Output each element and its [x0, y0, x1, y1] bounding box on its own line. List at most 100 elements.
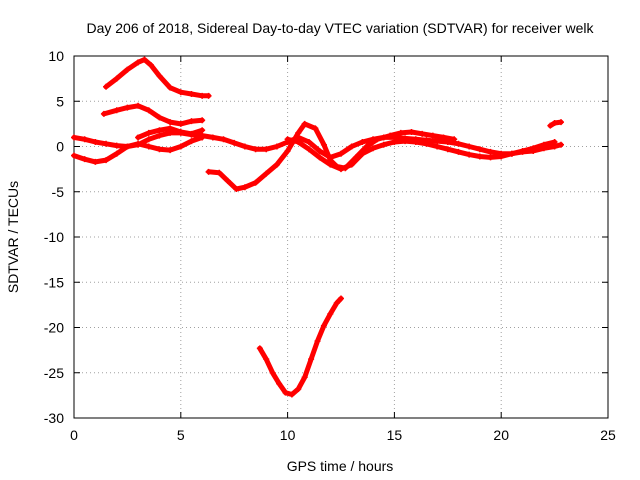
data-point — [231, 139, 238, 146]
data-point — [124, 143, 131, 150]
data-point — [81, 156, 88, 163]
data-point — [338, 295, 344, 302]
data-point — [551, 119, 558, 126]
data-point — [167, 119, 174, 126]
data-point — [124, 66, 131, 73]
x-tick-label: 15 — [387, 427, 403, 443]
series-line — [103, 57, 212, 99]
data-point — [220, 136, 227, 143]
x-tick-label: 5 — [177, 427, 185, 443]
y-tick-label: -20 — [44, 320, 64, 336]
series-arc-6 — [205, 120, 458, 193]
data-point — [320, 322, 327, 329]
series-line — [101, 103, 205, 127]
y-tick-label: -30 — [44, 410, 64, 426]
data-point — [508, 150, 515, 157]
data-point — [71, 152, 77, 159]
data-point — [434, 138, 441, 145]
data-point — [338, 150, 344, 157]
data-point — [209, 134, 216, 141]
data-point — [252, 179, 259, 186]
data-point — [440, 134, 447, 141]
data-point — [419, 130, 426, 137]
data-point — [348, 161, 355, 168]
data-point — [256, 345, 263, 352]
data-point — [177, 129, 184, 136]
series-arc-3 — [71, 129, 565, 161]
data-point — [135, 134, 142, 141]
data-point — [263, 146, 270, 153]
data-point — [145, 143, 152, 150]
data-point — [519, 148, 526, 155]
data-point — [284, 136, 291, 143]
data-point — [199, 117, 206, 124]
data-point — [188, 130, 195, 137]
data-point — [558, 141, 565, 148]
y-axis-title: SDTVAR / TECUs — [5, 181, 21, 293]
grid-layer — [74, 56, 608, 418]
data-point — [359, 150, 366, 157]
data-point — [333, 300, 340, 307]
series-arc-2 — [100, 102, 206, 127]
series-arc-7 — [284, 136, 558, 173]
data-point — [113, 107, 120, 114]
data-point — [391, 138, 398, 145]
data-point — [363, 143, 370, 150]
data-point — [145, 129, 152, 136]
data-point — [199, 92, 206, 99]
data-point — [156, 127, 163, 134]
data-point — [71, 134, 77, 141]
data-point — [177, 89, 184, 96]
data-point — [103, 140, 110, 147]
data-point — [370, 145, 377, 152]
data-point — [408, 129, 415, 136]
data-point — [551, 138, 558, 145]
data-point — [320, 141, 327, 148]
y-tick-label: -25 — [44, 365, 64, 381]
data-point — [233, 186, 240, 193]
data-point — [498, 153, 505, 160]
data-point — [224, 177, 231, 184]
data-point — [301, 374, 308, 381]
data-point — [314, 338, 321, 345]
x-tick-label: 25 — [600, 427, 616, 443]
data-point — [199, 127, 206, 134]
data-point — [276, 380, 283, 387]
data-layer — [71, 56, 565, 398]
data-point — [327, 161, 334, 168]
data-point — [455, 140, 462, 147]
data-point — [167, 147, 174, 154]
data-point — [135, 59, 142, 66]
data-point — [316, 148, 323, 155]
data-point — [177, 143, 184, 150]
tick-layer: 0 5 10 15 20 25 -30 -25 -20 -15 -10 -5 0 5 10 — [44, 48, 616, 443]
data-point — [167, 84, 174, 91]
series-arc-4 — [71, 134, 206, 165]
data-point — [92, 138, 99, 145]
y-tick-label: 0 — [56, 139, 64, 155]
data-point — [387, 132, 394, 139]
data-point — [92, 158, 99, 165]
data-point — [316, 154, 323, 161]
data-point — [487, 154, 494, 161]
y-tick-label: 10 — [48, 48, 64, 64]
data-point — [167, 125, 174, 132]
data-point — [558, 119, 565, 126]
data-point — [156, 114, 163, 121]
data-point — [540, 141, 547, 148]
data-point — [530, 145, 537, 152]
x-axis-title: GPS time / hours — [287, 458, 394, 474]
series-arc-9 — [256, 295, 344, 398]
x-tick-label: 20 — [493, 427, 509, 443]
series-line — [257, 296, 344, 397]
data-point — [241, 143, 248, 150]
y-tick-label: 5 — [56, 93, 64, 109]
data-point — [156, 72, 163, 79]
data-point — [288, 391, 295, 398]
data-point — [402, 138, 409, 145]
data-point — [476, 153, 483, 160]
data-point — [156, 146, 163, 153]
data-point — [113, 150, 120, 157]
data-point — [124, 104, 131, 111]
